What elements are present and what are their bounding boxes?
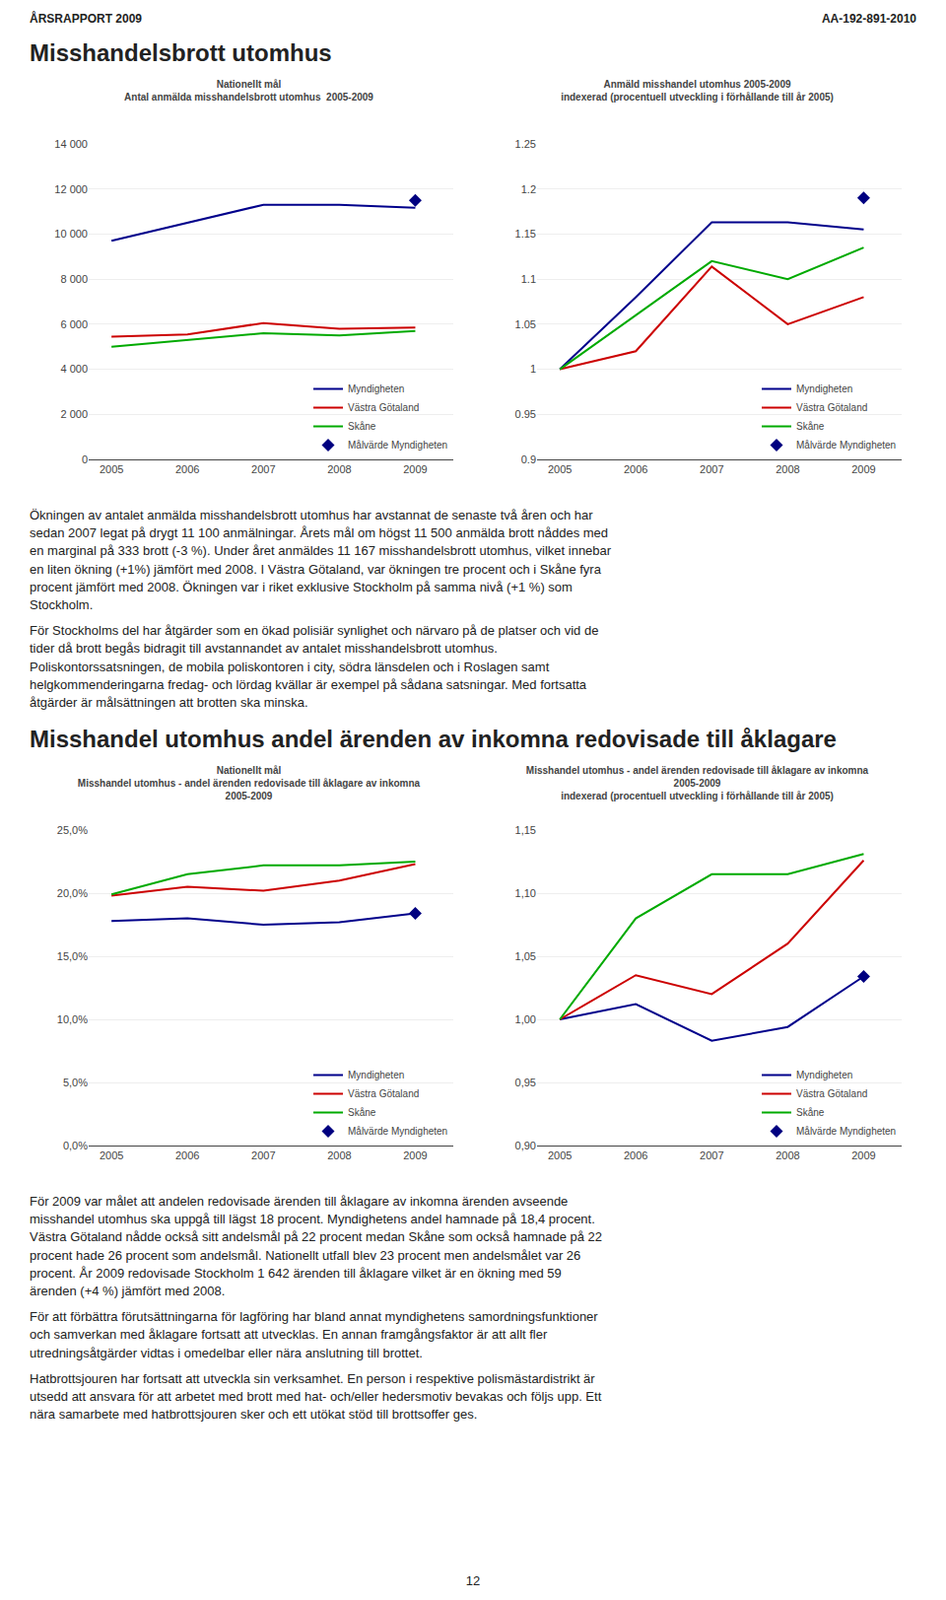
svg-text:Myndigheten: Myndigheten (347, 1069, 405, 1081)
svg-text:2007: 2007 (251, 463, 275, 475)
svg-text:1,05: 1,05 (515, 949, 537, 962)
svg-text:Västra Götaland: Västra Götaland (347, 1087, 419, 1099)
svg-text:Myndigheten: Myndigheten (347, 383, 405, 395)
svg-text:2008: 2008 (327, 463, 351, 475)
svg-text:6 000: 6 000 (60, 318, 88, 331)
html-text:För att förbättra förutsättnin: För att förbättra förutsättningarna för … (29, 1308, 598, 1360)
svg-text:1.1: 1.1 (521, 272, 537, 285)
svg-text:Skåne: Skåne (796, 1106, 825, 1118)
svg-text:2006: 2006 (623, 463, 648, 475)
svg-text:1,00: 1,00 (515, 1013, 537, 1025)
svg-text:5,0%: 5,0% (63, 1076, 88, 1088)
svg-text:1.05: 1.05 (515, 318, 537, 331)
svg-text:Nationellt målAntal anmälda mi: Nationellt målAntal anmälda misshandelsb… (124, 78, 374, 103)
html-text:Misshandelsbrott utomhus: Misshandelsbrott utomhus (29, 39, 332, 67)
svg-text:0,90: 0,90 (515, 1139, 537, 1151)
svg-text:0,0%: 0,0% (63, 1139, 88, 1151)
svg-text:2005: 2005 (99, 463, 124, 475)
svg-text:2008: 2008 (775, 1148, 800, 1161)
svg-text:1,15: 1,15 (515, 823, 537, 836)
svg-text:Anmäld misshandel utomhus 2005: Anmäld misshandel utomhus 2005-2009index… (560, 78, 834, 103)
svg-text:1.25: 1.25 (515, 137, 537, 150)
svg-text:Västra Götaland: Västra Götaland (347, 402, 419, 413)
svg-text:0.9: 0.9 (521, 453, 537, 466)
svg-text:2006: 2006 (175, 463, 200, 475)
svg-text:2007: 2007 (699, 1148, 724, 1161)
svg-text:Västra Götaland: Västra Götaland (796, 1087, 868, 1099)
svg-text:Nationellt målMisshandel utomh: Nationellt målMisshandel utomhus - andel… (77, 764, 421, 802)
html-text:För Stockholms del har åtgärde: För Stockholms del har åtgärder som en ö… (29, 622, 599, 710)
svg-text:Myndigheten: Myndigheten (796, 1069, 853, 1081)
svg-text:Målvärde Myndigheten: Målvärde Myndigheten (796, 1125, 896, 1137)
svg-text:2005: 2005 (547, 463, 572, 475)
svg-text:2006: 2006 (175, 1148, 200, 1161)
svg-text:8 000: 8 000 (60, 272, 88, 285)
html-text:AA-192-891-2010: AA-192-891-2010 (821, 11, 917, 26)
svg-text:2005: 2005 (99, 1148, 124, 1161)
svg-text:Målvärde Myndigheten: Målvärde Myndigheten (347, 1125, 448, 1137)
svg-text:2009: 2009 (403, 1148, 427, 1161)
html-text:12: 12 (465, 1572, 481, 1588)
svg-text:10 000: 10 000 (54, 227, 88, 240)
svg-text:14 000: 14 000 (54, 137, 88, 150)
svg-text:2007: 2007 (699, 463, 724, 475)
svg-text:1.2: 1.2 (521, 183, 537, 196)
svg-text:2009: 2009 (851, 1148, 876, 1161)
svg-text:1.15: 1.15 (515, 227, 537, 240)
svg-text:0,95: 0,95 (515, 1076, 537, 1088)
svg-text:0: 0 (81, 453, 88, 466)
svg-text:2007: 2007 (251, 1148, 275, 1161)
svg-text:1,10: 1,10 (515, 886, 537, 899)
svg-text:2 000: 2 000 (60, 407, 88, 420)
svg-text:0.95: 0.95 (515, 407, 537, 420)
svg-text:Skåne: Skåne (796, 420, 825, 432)
svg-text:20,0%: 20,0% (57, 886, 88, 899)
svg-text:Målvärde Myndigheten: Målvärde Myndigheten (347, 439, 448, 451)
svg-text:Målvärde Myndigheten: Målvärde Myndigheten (796, 439, 896, 451)
html-text:Hatbrottsjouren har fortsatt a: Hatbrottsjouren har fortsatt att utveckl… (29, 1370, 602, 1422)
svg-text:2009: 2009 (403, 463, 427, 475)
html-text:ÅRSRAPPORT 2009: ÅRSRAPPORT 2009 (29, 11, 142, 26)
html-text:Ökningen av antalet anmälda mi: Ökningen av antalet anmälda misshandelsb… (29, 507, 612, 612)
svg-text:15,0%: 15,0% (57, 949, 88, 962)
svg-text:10,0%: 10,0% (57, 1013, 88, 1025)
svg-text:Skåne: Skåne (347, 420, 377, 432)
svg-text:2005: 2005 (547, 1148, 572, 1161)
svg-text:Skåne: Skåne (347, 1106, 377, 1118)
svg-text:2006: 2006 (623, 1148, 648, 1161)
svg-text:2009: 2009 (851, 463, 876, 475)
svg-text:25,0%: 25,0% (57, 823, 88, 836)
html-text:För 2009 var målet att andelen: För 2009 var målet att andelen redovisad… (29, 1193, 603, 1298)
svg-text:1: 1 (530, 362, 537, 375)
svg-text:Västra Götaland: Västra Götaland (796, 402, 868, 413)
svg-text:Misshandel utomhus - andel äre: Misshandel utomhus - andel ärenden redov… (526, 764, 870, 802)
svg-text:4 000: 4 000 (60, 362, 88, 375)
svg-text:Myndigheten: Myndigheten (796, 383, 853, 395)
svg-text:2008: 2008 (775, 463, 800, 475)
svg-text:12 000: 12 000 (54, 183, 88, 196)
svg-text:2008: 2008 (327, 1148, 351, 1161)
html-text:Misshandel utomhus andel ärend: Misshandel utomhus andel ärenden av inko… (29, 725, 837, 752)
